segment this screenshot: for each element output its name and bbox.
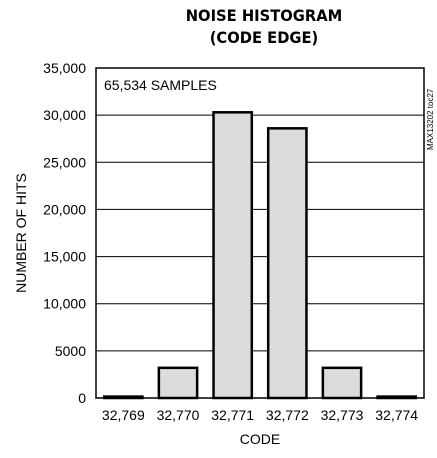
- x-tick-label: 32,773: [321, 407, 364, 423]
- y-axis-label: NUMBER OF HITS: [13, 173, 29, 293]
- grid-lines: [96, 114, 424, 352]
- plot-frame: [95, 67, 425, 399]
- bar-32771: [212, 111, 254, 400]
- y-tick-label: 20,000: [43, 201, 86, 217]
- bar-32773: [321, 366, 363, 400]
- y-tick-label: 15,000: [43, 249, 86, 265]
- bar-32770: [157, 366, 199, 400]
- bar-32772: [266, 127, 308, 400]
- x-tick-label: 32,771: [211, 407, 254, 423]
- y-tick-label: 0: [78, 390, 86, 406]
- figure-code-label: MAX13202 toc27: [426, 88, 435, 150]
- x-tick-labels: 32,769 32,770 32,771 32,772 32,773 32,774: [102, 407, 418, 423]
- x-tick-label: 32,769: [102, 407, 145, 423]
- y-tick-label: 30,000: [43, 107, 86, 123]
- x-tick-label: 32,772: [266, 407, 309, 423]
- x-tick-label: 32,770: [157, 407, 200, 423]
- y-tick-label: 25,000: [43, 154, 86, 170]
- x-axis-label: CODE: [240, 431, 280, 447]
- bars: [102, 111, 418, 400]
- y-tick-labels: 0 5000 10,000 15,000 20,000 25,000 30,000 35,00…: [43, 60, 86, 406]
- chart-title-line1: NOISE HISTOGRAM: [185, 6, 343, 25]
- sample-count-annotation: 65,534 SAMPLES: [104, 77, 217, 93]
- y-tick-label: 35,000: [43, 60, 86, 76]
- y-tick-label: 10,000: [43, 296, 86, 312]
- y-tick-label: 5000: [55, 343, 86, 359]
- chart-title-line2: (CODE EDGE): [209, 28, 319, 47]
- x-tick-label: 32,774: [375, 407, 418, 423]
